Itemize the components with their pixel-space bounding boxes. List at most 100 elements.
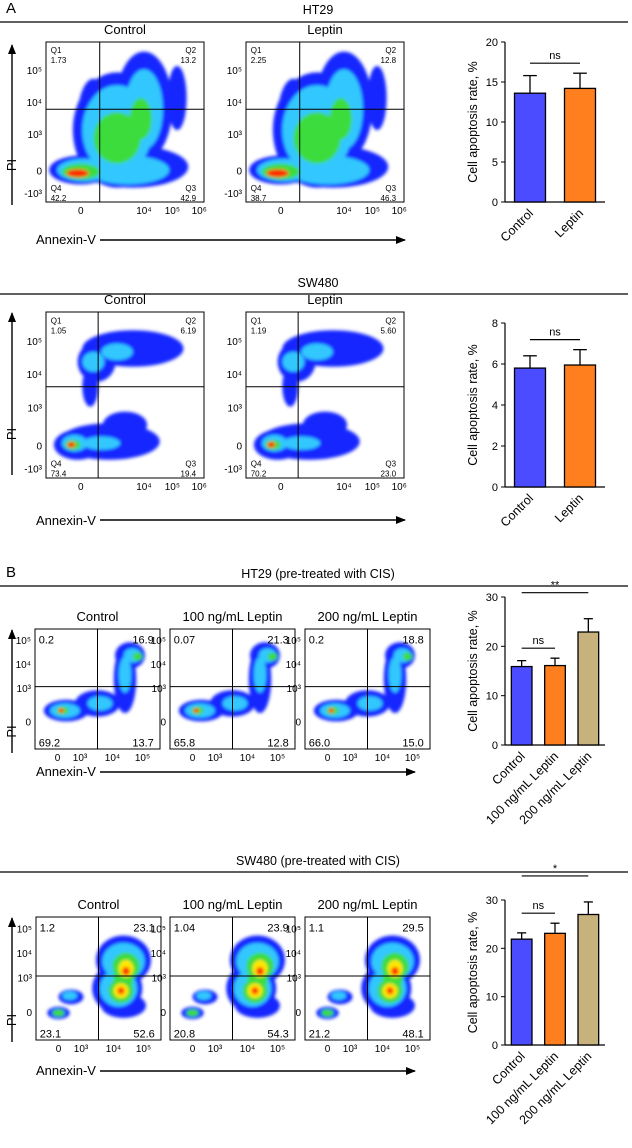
density-layer-4	[122, 966, 130, 976]
quadrant-percent: 1.2	[40, 923, 55, 935]
density-layer-1	[282, 436, 321, 450]
annexin-axis-label: Annexin-V	[36, 1063, 96, 1078]
flow-y-tick: 0	[26, 1008, 32, 1019]
quadrant-percent: 0.07	[174, 634, 195, 646]
flow-y-tick: 10³	[28, 403, 43, 414]
quadrant-name: Q2	[385, 317, 396, 326]
flow-y-tick: 10⁵	[286, 636, 301, 647]
flow-x-tick: 0	[190, 753, 196, 764]
bar-y-tick-label: 6	[492, 359, 498, 371]
quadrant-name: Q1	[51, 46, 62, 55]
quadrant-name: Q1	[251, 46, 262, 55]
flow-y-tick: 0	[160, 1008, 166, 1019]
flow-y-tick: -10³	[24, 465, 42, 476]
density-layer-1	[222, 696, 248, 711]
density-layer-3	[266, 169, 289, 178]
bar-category-label: Control	[498, 491, 536, 529]
flow-y-tick: 10⁵	[27, 66, 42, 77]
quadrant-name: Q3	[185, 184, 196, 193]
quadrant-percent: 21.3	[267, 634, 288, 646]
flow-y-tick: 0	[160, 718, 166, 729]
density-layer-1	[196, 991, 212, 1001]
flow-plot-title: Control	[77, 609, 119, 624]
annexin-axis-label: Annexin-V	[36, 764, 96, 779]
flow-y-tick: 10⁴	[286, 949, 301, 960]
section-2: HT29 (pre-treated with CIS) B PI Annexin-V C…	[0, 564, 628, 827]
flow-x-tick: 10⁵	[135, 753, 150, 764]
quadrant-percent: 23.0	[381, 469, 397, 478]
flow-y-tick: -10³	[24, 189, 42, 200]
flow-x-tick: 10³	[343, 1044, 358, 1055]
bar-y-tick-label: 5	[492, 157, 498, 169]
flow-plot-title: 100 ng/mL Leptin	[183, 609, 283, 624]
flow-x-tick: 0	[55, 753, 61, 764]
density-layer-1	[287, 155, 370, 185]
density-layer-2	[186, 1009, 199, 1017]
bar-0	[513, 92, 547, 203]
bar-y-tick-label: 2	[492, 441, 498, 453]
quadrant-percent: 0.2	[309, 634, 324, 646]
flow-x-tick: 10⁶	[392, 482, 407, 493]
density-layer-1	[101, 343, 133, 361]
density-layer-0	[102, 411, 148, 439]
quadrant-percent: 13.7	[132, 738, 153, 750]
flow-y-tick: 10⁴	[151, 660, 166, 671]
quadrant-percent: 1.04	[174, 923, 195, 935]
flow-x-tick: 10⁵	[365, 482, 380, 493]
flow-x-tick: 10⁵	[270, 753, 285, 764]
bar-y-tick-label: 10	[486, 691, 498, 703]
density-layer-2	[93, 112, 141, 164]
quadrant-name: Q3	[185, 459, 196, 468]
density-layer-2	[293, 112, 341, 164]
bar-y-tick-label: 20	[486, 641, 498, 653]
density-layer-1	[118, 656, 132, 693]
flow-y-tick: 0	[236, 167, 242, 178]
flow-x-tick: 10⁵	[405, 753, 420, 764]
section-title: SW480	[298, 276, 339, 290]
significance-label: **	[551, 580, 560, 592]
quadrant-percent: 21.2	[309, 1028, 330, 1040]
quadrant-percent: 54.3	[267, 1028, 288, 1040]
flow-y-tick: 10⁵	[227, 66, 242, 77]
flow-x-tick: 10⁴	[336, 206, 351, 217]
density-layer-3	[58, 708, 64, 713]
quadrant-percent: 48.1	[402, 1028, 423, 1040]
quadrant-percent: 23.1	[40, 1028, 61, 1040]
significance-label: ns	[549, 50, 561, 62]
flow-x-tick: 10⁴	[106, 1044, 121, 1055]
quadrant-name: Q4	[251, 184, 262, 193]
flow-plot-title: Leptin	[307, 292, 342, 307]
bar-y-tick-label: 0	[492, 197, 498, 209]
flow-plot-title: 100 ng/mL Leptin	[183, 897, 283, 912]
bar-y-tick-label: 20	[486, 37, 498, 49]
bar-y-tick-label: 0	[492, 740, 498, 752]
flow-plot-title: Control	[104, 22, 146, 37]
quadrant-percent: 38.7	[251, 194, 267, 203]
flow-x-tick: 10⁴	[105, 753, 120, 764]
annexin-axis-label: Annexin-V	[36, 232, 96, 247]
bar-1	[544, 932, 566, 1046]
density-layer-1	[301, 343, 333, 361]
flow-x-tick: 10⁴	[375, 753, 390, 764]
significance-label: ns	[533, 635, 545, 647]
quadrant-name: Q1	[251, 317, 262, 326]
density-layer-1	[253, 656, 267, 693]
panel-letter: B	[6, 564, 16, 581]
density-layer-4	[117, 987, 125, 995]
section-0: HT29 A PI Annexin-V Control 10⁵ 10⁴ 10³ 0 -10³ 0 10…	[0, 0, 628, 247]
bar-y-axis-label: Cell apoptosis rate, %	[466, 61, 480, 183]
flow-x-tick: 10⁴	[336, 482, 351, 493]
flow-y-tick: 10³	[17, 684, 32, 695]
flow-y-tick: 0	[295, 718, 301, 729]
flow-y-tick: 10⁵	[16, 636, 31, 647]
quadrant-name: Q2	[185, 46, 196, 55]
density-layer-3	[67, 441, 76, 448]
density-cloud	[316, 935, 420, 1020]
pi-axis-label: PI	[4, 725, 19, 737]
density-cloud	[43, 642, 145, 722]
quadrant-name: Q4	[51, 184, 62, 193]
section-title: SW480 (pre-treated with CIS)	[236, 854, 400, 868]
flow-x-tick: 0	[278, 206, 284, 217]
bar-y-tick-label: 20	[486, 943, 498, 955]
quadrant-percent: 18.8	[402, 634, 423, 646]
